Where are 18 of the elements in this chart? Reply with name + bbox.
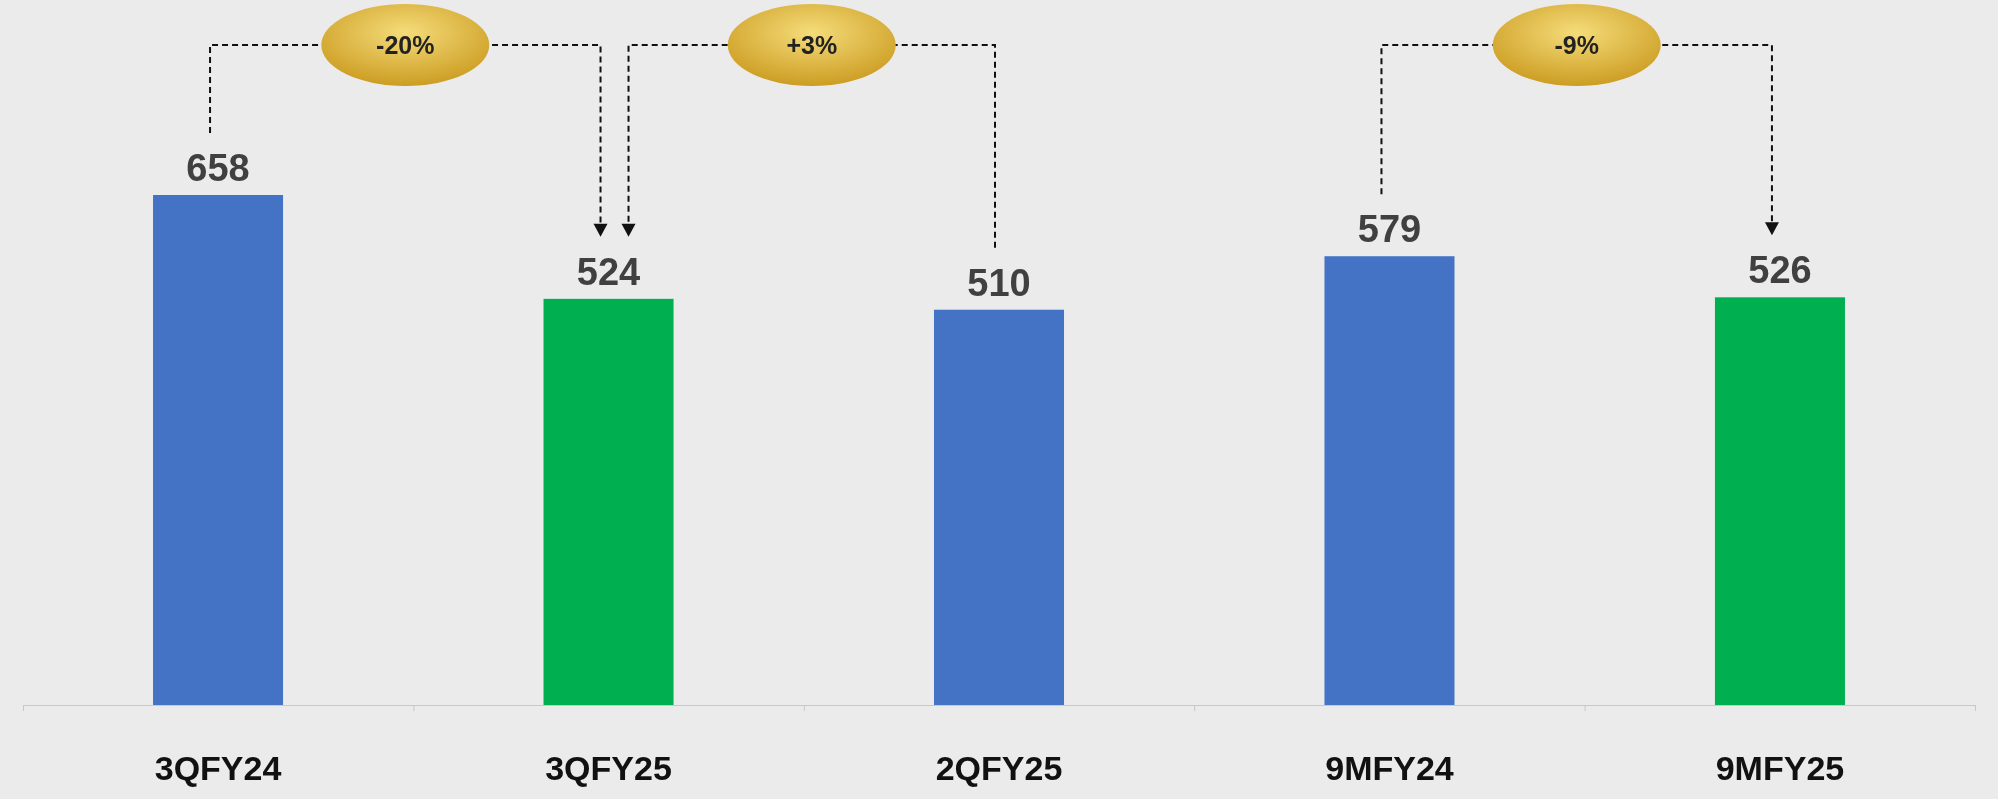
data-label: 658 — [186, 147, 250, 189]
x-tick-label: 9MFY25 — [1715, 749, 1845, 787]
data-label: 524 — [576, 250, 641, 293]
x-tick-label: 3QFY25 — [545, 749, 672, 787]
x-tick-label: 2QFY25 — [935, 749, 1063, 787]
text: -20% — [376, 31, 435, 59]
data-label: 526 — [1748, 249, 1812, 292]
text: +3% — [786, 31, 838, 59]
bar — [153, 195, 284, 705]
text: -9% — [1554, 31, 1599, 59]
x-tick-label: 3QFY24 — [154, 749, 282, 787]
bar — [1324, 256, 1455, 705]
bar — [933, 309, 1065, 705]
bar — [543, 298, 674, 705]
data-label: 579 — [1357, 208, 1422, 251]
data-label: 510 — [967, 261, 1031, 304]
x-tick-label: 9MFY24 — [1325, 749, 1454, 787]
bar — [1714, 297, 1845, 705]
